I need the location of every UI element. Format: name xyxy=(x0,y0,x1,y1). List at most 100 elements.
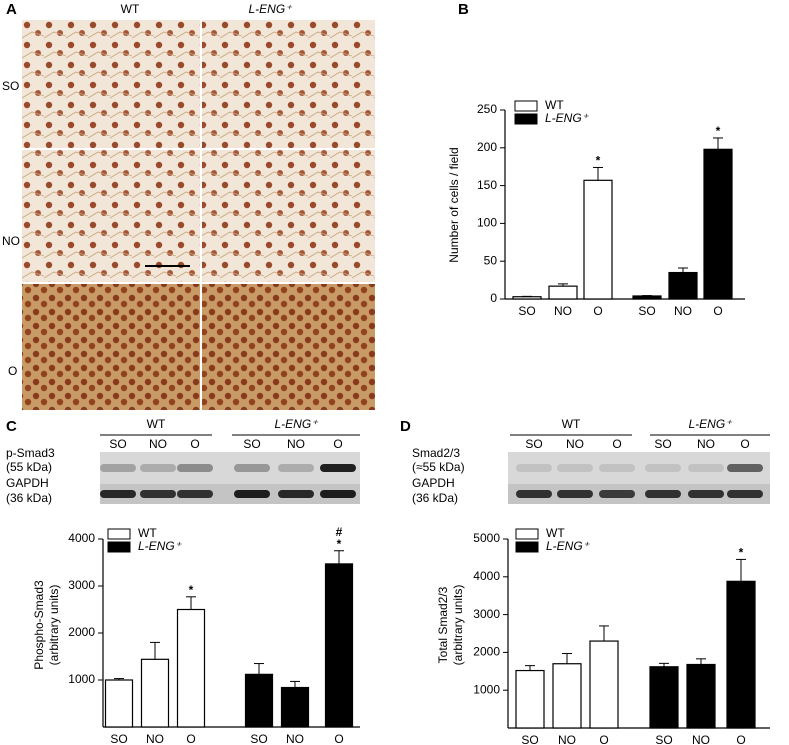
bar xyxy=(140,658,170,728)
y-tick-label: 150 xyxy=(477,178,497,192)
lane-label: O xyxy=(612,437,621,451)
lane-label: O xyxy=(333,437,342,451)
bar xyxy=(324,563,354,728)
x-tick-label: O xyxy=(593,304,602,318)
lane-label: O xyxy=(740,437,749,451)
x-tick-label: SO xyxy=(655,733,672,745)
blot-strip xyxy=(508,452,770,484)
y-tick-label: 3000 xyxy=(68,578,95,592)
blot-row-label: Smad2/3 xyxy=(412,446,460,460)
blot-weight-label: (≈55 kDa) xyxy=(412,460,465,474)
legend-label: WT xyxy=(546,526,565,540)
significance-mark: # xyxy=(336,525,343,539)
significance-mark: * xyxy=(337,537,342,551)
legend-label: L-ENG⁺ xyxy=(138,539,183,553)
y-axis-label: Number of cells / field xyxy=(447,147,461,262)
row-label: NO xyxy=(2,234,20,248)
lane-label: SO xyxy=(243,437,260,451)
y-axis-label: (arbitrary units) xyxy=(451,585,465,666)
y-axis-label: Total Smad2/3 xyxy=(436,586,450,663)
blot-band xyxy=(599,464,635,472)
y-tick-label: 2000 xyxy=(68,625,95,639)
blot-band xyxy=(320,490,356,498)
bar xyxy=(512,296,542,300)
blot-band xyxy=(278,464,314,472)
bar xyxy=(589,640,619,729)
bar xyxy=(703,148,733,300)
y-tick-label: 200 xyxy=(477,140,497,154)
blot-row-label: GAPDH xyxy=(412,476,455,490)
bar xyxy=(176,608,206,728)
blot-band xyxy=(177,464,213,472)
bar xyxy=(726,580,756,729)
micrograph xyxy=(202,150,375,282)
blot-weight-label: (36 kDa) xyxy=(6,491,52,505)
y-tick-label: 50 xyxy=(484,253,498,267)
micrograph xyxy=(202,284,375,410)
x-tick-label: O xyxy=(736,733,745,745)
panel-label: C xyxy=(6,418,17,435)
y-tick-label: 5000 xyxy=(473,531,500,545)
legend-swatch xyxy=(514,100,538,112)
legend-label: WT xyxy=(138,526,157,540)
bar xyxy=(244,673,274,728)
lane-label: SO xyxy=(525,437,542,451)
legend-swatch xyxy=(107,541,131,553)
legend-label: L-ENG⁺ xyxy=(546,539,591,553)
legend-swatch xyxy=(107,528,131,540)
y-tick-label: 1000 xyxy=(68,672,95,686)
blot-group-label: WT xyxy=(147,417,166,431)
y-tick-label: 100 xyxy=(477,216,497,230)
blot-row-label: GAPDH xyxy=(6,476,49,490)
blot-band xyxy=(557,490,593,498)
x-tick-label: SO xyxy=(250,732,267,745)
x-tick-label: NO xyxy=(692,733,710,745)
blot-strip xyxy=(508,484,770,504)
micrograph-grid xyxy=(22,20,375,410)
row-label: O xyxy=(8,364,17,378)
legend-label: L-ENG⁺ xyxy=(545,111,590,125)
significance-mark: * xyxy=(596,154,601,168)
blot-band xyxy=(516,464,552,472)
blot-band xyxy=(516,490,552,498)
blot-group-label: WT xyxy=(562,417,581,431)
bar xyxy=(552,663,582,729)
blot-band xyxy=(177,490,213,498)
blot-group-label: L-ENG⁺ xyxy=(688,417,733,431)
lane-label: NO xyxy=(697,437,715,451)
blot-band xyxy=(234,490,270,498)
micrograph xyxy=(22,284,200,410)
x-tick-label: NO xyxy=(146,732,164,745)
bar xyxy=(632,295,662,300)
bar xyxy=(649,666,679,729)
bar xyxy=(104,679,134,728)
lane-label: NO xyxy=(287,437,305,451)
blot-band xyxy=(727,490,763,498)
x-tick-label: NO xyxy=(286,732,304,745)
x-tick-label: O xyxy=(334,732,343,745)
x-tick-label: NO xyxy=(558,733,576,745)
micrograph xyxy=(202,20,375,148)
legend-swatch xyxy=(514,113,538,125)
y-tick-label: 1000 xyxy=(473,682,500,696)
micrograph xyxy=(22,20,200,148)
column-label: L-ENG⁺ xyxy=(248,2,293,16)
y-tick-label: 3000 xyxy=(473,607,500,621)
column-label: WT xyxy=(121,2,140,16)
legend-label: WT xyxy=(545,98,564,112)
lane-label: SO xyxy=(654,437,671,451)
row-label: SO xyxy=(2,79,19,93)
x-tick-label: O xyxy=(186,732,195,745)
blot-band xyxy=(140,490,176,498)
x-tick-label: O xyxy=(599,733,608,745)
bar xyxy=(280,686,310,728)
bar xyxy=(583,179,613,300)
lane-label: NO xyxy=(566,437,584,451)
y-tick-label: 0 xyxy=(490,291,497,305)
y-tick-label: 4000 xyxy=(473,569,500,583)
panel-label: D xyxy=(400,418,411,435)
lane-label: O xyxy=(190,437,199,451)
bar xyxy=(668,271,698,300)
panel-label: B xyxy=(458,1,469,18)
lane-label: NO xyxy=(149,437,167,451)
